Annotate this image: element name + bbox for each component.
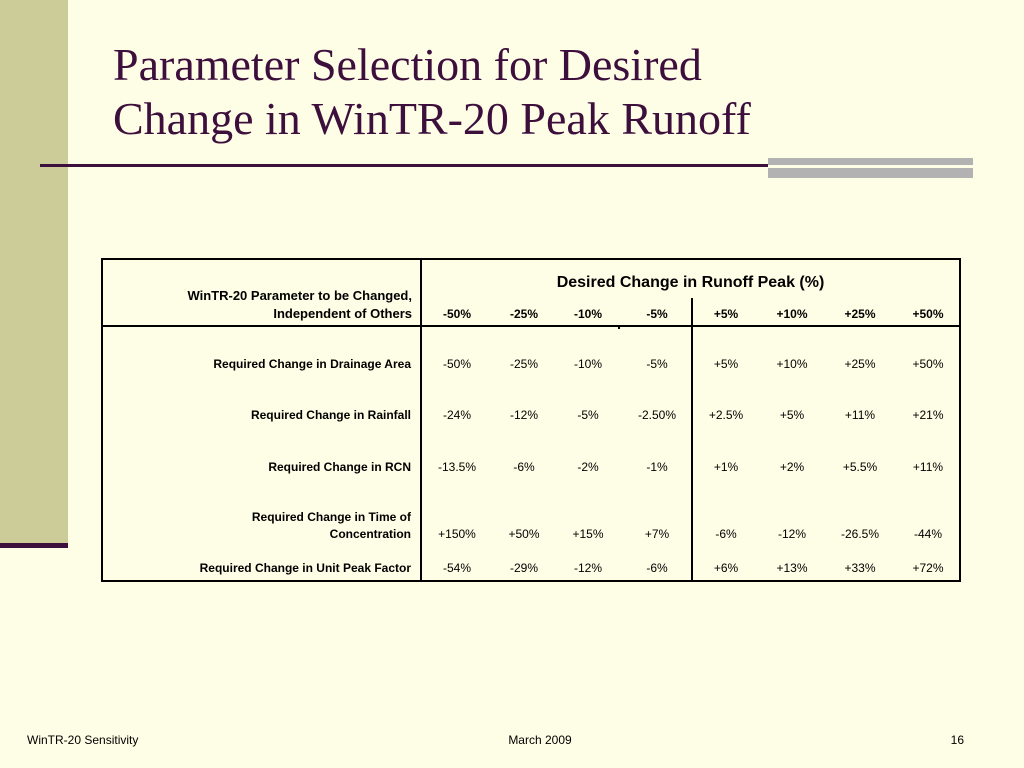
slide-number: 16 (950, 733, 964, 747)
table-cell: -24% (442, 408, 471, 422)
table-cell: +33% (844, 561, 876, 575)
table-cell: +5% (713, 357, 739, 371)
table-cell: +2.5% (708, 408, 744, 422)
table-cell: +5% (779, 408, 805, 422)
table-cell: -6% (513, 460, 535, 474)
table-cell: +2% (779, 460, 805, 474)
table-cell: -5% (646, 357, 668, 371)
table-cell: +50% (912, 357, 944, 371)
table-cell: -1% (646, 460, 668, 474)
row-label-time-of-concentration: Required Change in Time of Concentration (103, 509, 411, 543)
table-cell: +25% (844, 357, 876, 371)
table-cell: +21% (912, 408, 944, 422)
table-cell: -12% (509, 408, 538, 422)
parameter-header-line-1: WinTR-20 Parameter to be Changed, (187, 288, 412, 303)
row-label-rcn: Required Change in RCN (268, 460, 411, 474)
column-header: -5% (646, 307, 668, 321)
column-header: +50% (912, 307, 944, 321)
table-tick-mark (618, 326, 620, 329)
parameter-column-header: WinTR-20 Parameter to be Changed, Indepe… (103, 287, 412, 323)
footer-date: March 2009 (508, 733, 572, 747)
table-cell: +150% (438, 527, 476, 541)
table-cell: +50% (508, 527, 540, 541)
table-cell: -5% (577, 408, 599, 422)
row-label-unit-peak-factor: Required Change in Unit Peak Factor (199, 561, 411, 575)
table-cell: +6% (713, 561, 739, 575)
column-header: +10% (776, 307, 808, 321)
table-cell: +11% (844, 408, 876, 422)
table-cell: -12% (573, 561, 602, 575)
sensitivity-table: WinTR-20 Parameter to be Changed, Indepe… (101, 258, 961, 582)
table-cell: +7% (644, 527, 670, 541)
table-cell: +72% (912, 561, 944, 575)
table-cell: -26.5% (840, 527, 880, 541)
column-header: +5% (713, 307, 739, 321)
row-label-line-2: Concentration (329, 527, 411, 541)
table-cell: -50% (442, 357, 471, 371)
column-header: -25% (509, 307, 538, 321)
table-cell: -2.50% (637, 408, 677, 422)
row-label-line-1: Required Change in Time of (251, 510, 411, 524)
table-cell: +10% (776, 357, 808, 371)
table-cell: -13.5% (437, 460, 477, 474)
left-decorative-band (0, 0, 68, 545)
table-cell: -6% (715, 527, 737, 541)
title-rule (40, 164, 768, 167)
row-label-drainage-area: Required Change in Drainage Area (213, 357, 411, 371)
table-cell: -6% (646, 561, 668, 575)
desired-change-header: Desired Change in Runoff Peak (%) (556, 274, 825, 291)
table-cell: -54% (442, 561, 471, 575)
footer-presentation-name: WinTR-20 Sensitivity (27, 733, 139, 747)
table-cell: -10% (573, 357, 602, 371)
parameter-header-line-2: Independent of Others (273, 306, 412, 321)
table-cell: +11% (912, 460, 944, 474)
table-cell: -12% (777, 527, 806, 541)
column-header: -50% (442, 307, 471, 321)
table-cell: +15% (572, 527, 604, 541)
table-cell: -25% (509, 357, 538, 371)
table-cell: -44% (913, 527, 942, 541)
title-accent-stripe (768, 165, 973, 168)
slide-title-line-1: Parameter Selection for Desired (113, 39, 702, 90)
table-cell: -2% (577, 460, 599, 474)
slide-title: Parameter Selection for Desired Change i… (113, 38, 973, 146)
table-cell: +5.5% (842, 460, 878, 474)
slide-title-line-2: Change in WinTR-20 Peak Runoff (113, 93, 751, 144)
column-header: +25% (844, 307, 876, 321)
left-band-underline (0, 543, 68, 548)
table-sign-divider (691, 298, 693, 580)
table-cell: +1% (713, 460, 739, 474)
table-cell: -29% (509, 561, 538, 575)
title-accent-bar (768, 158, 973, 178)
table-header-divider (103, 325, 959, 327)
table-cell: +13% (776, 561, 808, 575)
column-header: -10% (573, 307, 602, 321)
table-label-divider (420, 260, 422, 580)
row-label-rainfall: Required Change in Rainfall (250, 408, 411, 422)
